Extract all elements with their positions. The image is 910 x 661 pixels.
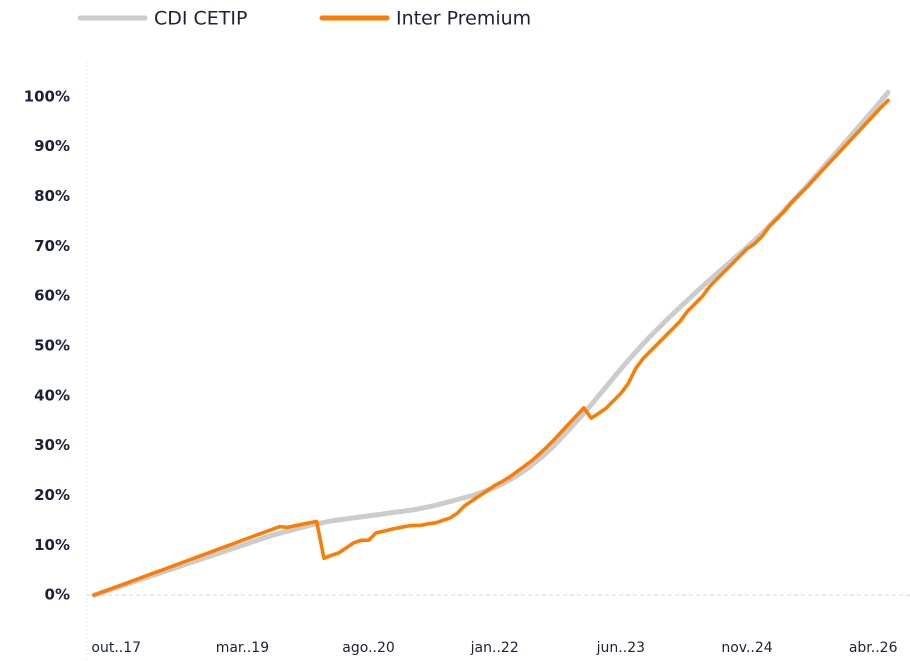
y-tick-label: 20%: [34, 486, 70, 504]
y-tick-label: 40%: [34, 386, 70, 404]
x-tick-label: abr..26: [849, 640, 898, 656]
y-tick-label: 60%: [34, 287, 70, 305]
series-line: [92, 98, 890, 597]
y-tick-label: 0%: [45, 586, 70, 604]
x-tick-label: out..17: [91, 640, 141, 656]
legend-label: Inter Premium: [396, 8, 531, 30]
y-tick-label: 10%: [34, 536, 70, 554]
y-tick-label: 100%: [24, 87, 70, 105]
x-tick-label: jun..23: [596, 640, 645, 656]
y-tick-label: 90%: [34, 137, 70, 155]
y-tick-label: 30%: [34, 436, 70, 454]
x-tick-label: nov..24: [721, 640, 772, 656]
series-line: [91, 89, 891, 598]
x-tick-label: ago..20: [342, 640, 395, 656]
legend-label: CDI CETIP: [154, 8, 247, 30]
y-tick-label: 80%: [34, 187, 70, 205]
y-tick-label: 70%: [34, 237, 70, 255]
x-tick-label: jan..22: [470, 640, 519, 656]
y-tick-label: 50%: [34, 337, 70, 355]
x-tick-label: mar..19: [216, 640, 269, 656]
